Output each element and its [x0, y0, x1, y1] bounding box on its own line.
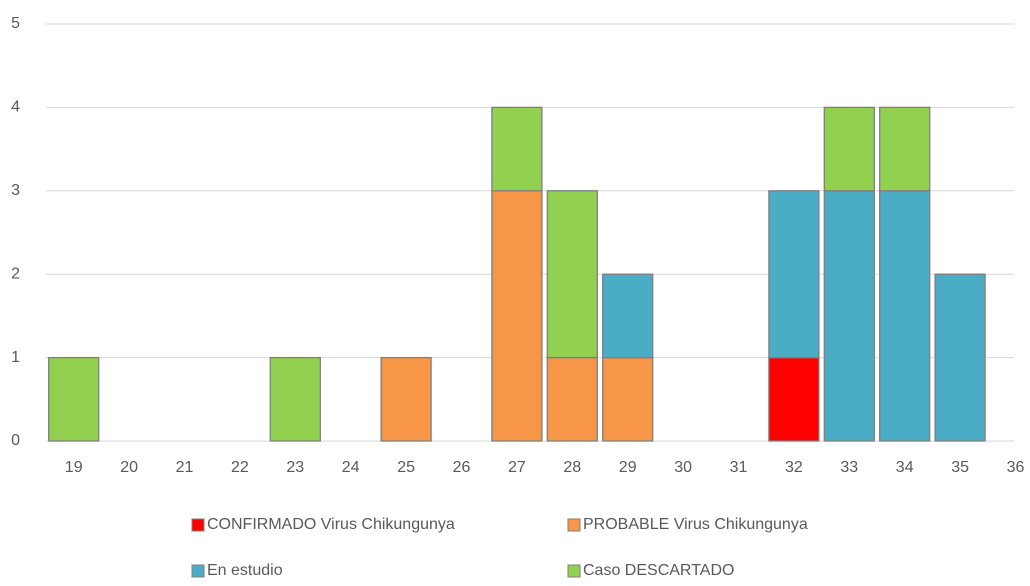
bar	[602, 356, 654, 442]
x-tick-label: 33	[840, 459, 858, 476]
x-tick-label: 28	[563, 459, 581, 476]
x-tick-label: 29	[619, 459, 637, 476]
x-tick-label: 30	[674, 459, 692, 476]
x-tick-label: 20	[120, 459, 138, 476]
y-tick-label: 3	[11, 182, 20, 199]
x-tick-label: 35	[951, 459, 969, 476]
legend-label: PROBABLE Virus Chikungunya	[583, 516, 808, 533]
bar	[48, 356, 100, 442]
x-tick-label: 22	[231, 459, 249, 476]
legend-label: En estudio	[207, 562, 283, 579]
bar	[269, 356, 321, 442]
bar	[823, 190, 875, 442]
x-tick-label: 21	[176, 459, 194, 476]
bar	[380, 356, 432, 442]
bar	[934, 273, 986, 442]
legend-label: CONFIRMADO Virus Chikungunya	[207, 516, 455, 533]
y-tick-label: 4	[11, 99, 20, 116]
legend-swatch	[567, 518, 581, 532]
bar	[546, 356, 598, 442]
y-tick-label: 0	[11, 432, 20, 449]
x-tick-label: 23	[286, 459, 304, 476]
x-tick-label: 25	[397, 459, 415, 476]
legend-swatch	[191, 564, 205, 578]
bar	[879, 190, 931, 442]
x-tick-label: 32	[785, 459, 803, 476]
bar	[602, 273, 654, 359]
x-tick-label: 36	[1007, 459, 1025, 476]
bar	[823, 106, 875, 192]
x-tick-label: 27	[508, 459, 526, 476]
y-tick-label: 1	[11, 349, 20, 366]
legend-swatch	[191, 518, 205, 532]
x-tick-label: 19	[65, 459, 83, 476]
y-tick-label: 2	[11, 265, 20, 282]
bar	[768, 190, 820, 359]
x-tick-label: 34	[896, 459, 914, 476]
y-tick-label: 5	[11, 15, 20, 32]
bar	[879, 106, 931, 192]
legend-swatch	[567, 564, 581, 578]
x-tick-label: 26	[453, 459, 471, 476]
x-tick-label: 24	[342, 459, 360, 476]
bar	[491, 106, 543, 192]
bar	[491, 190, 543, 442]
bar	[768, 356, 820, 442]
legend-label: Caso DESCARTADO	[583, 562, 734, 579]
bar	[546, 190, 598, 359]
x-tick-label: 31	[730, 459, 748, 476]
